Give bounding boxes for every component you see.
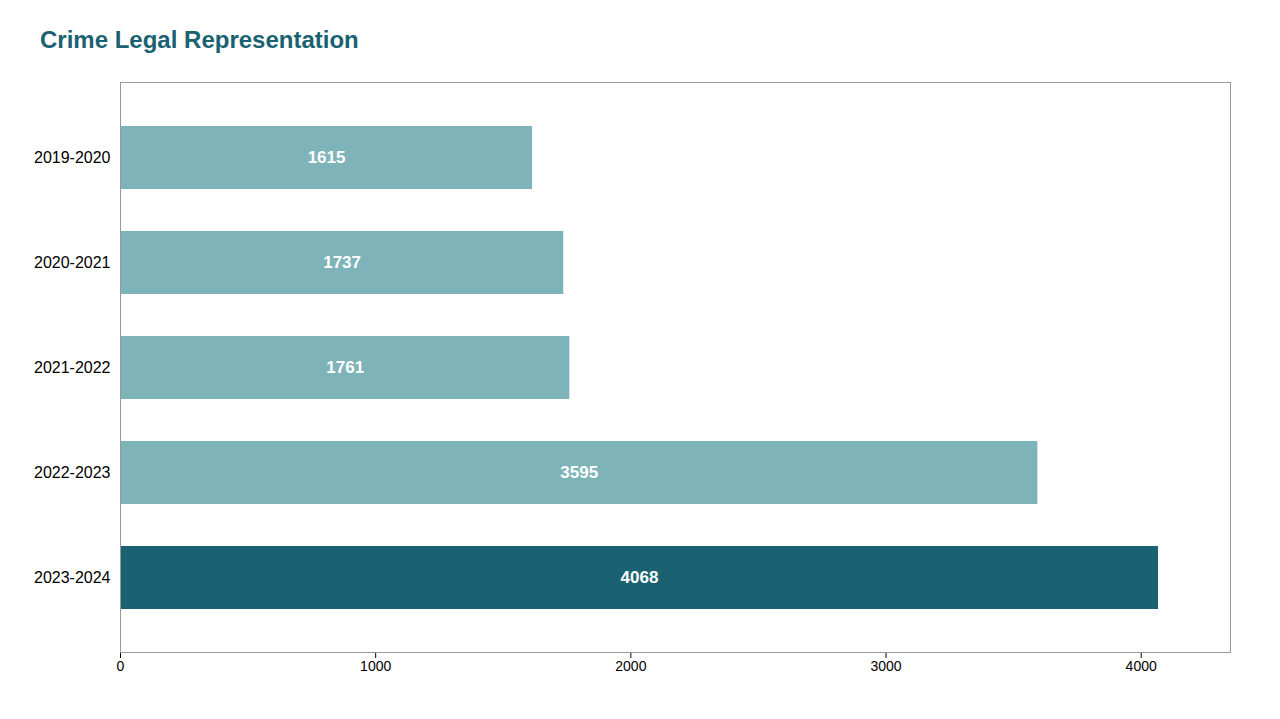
svg-text:1000: 1000 [360,658,391,674]
svg-text:1761: 1761 [326,358,364,377]
svg-text:2021-2022: 2021-2022 [34,359,111,376]
svg-text:0: 0 [117,658,125,674]
svg-text:3595: 3595 [560,463,598,482]
svg-text:4068: 4068 [621,568,659,587]
svg-text:2022-2023: 2022-2023 [34,464,111,481]
svg-text:2020-2021: 2020-2021 [34,254,111,271]
svg-text:1737: 1737 [323,253,361,272]
svg-text:2000: 2000 [615,658,646,674]
svg-text:2019-2020: 2019-2020 [34,149,111,166]
svg-text:1615: 1615 [308,148,346,167]
svg-text:4000: 4000 [1126,658,1157,674]
html-text:Crime Legal Representation: Crime Legal Representation [40,26,359,53]
svg-text:2023-2024: 2023-2024 [34,569,111,586]
svg-text:3000: 3000 [870,658,901,674]
